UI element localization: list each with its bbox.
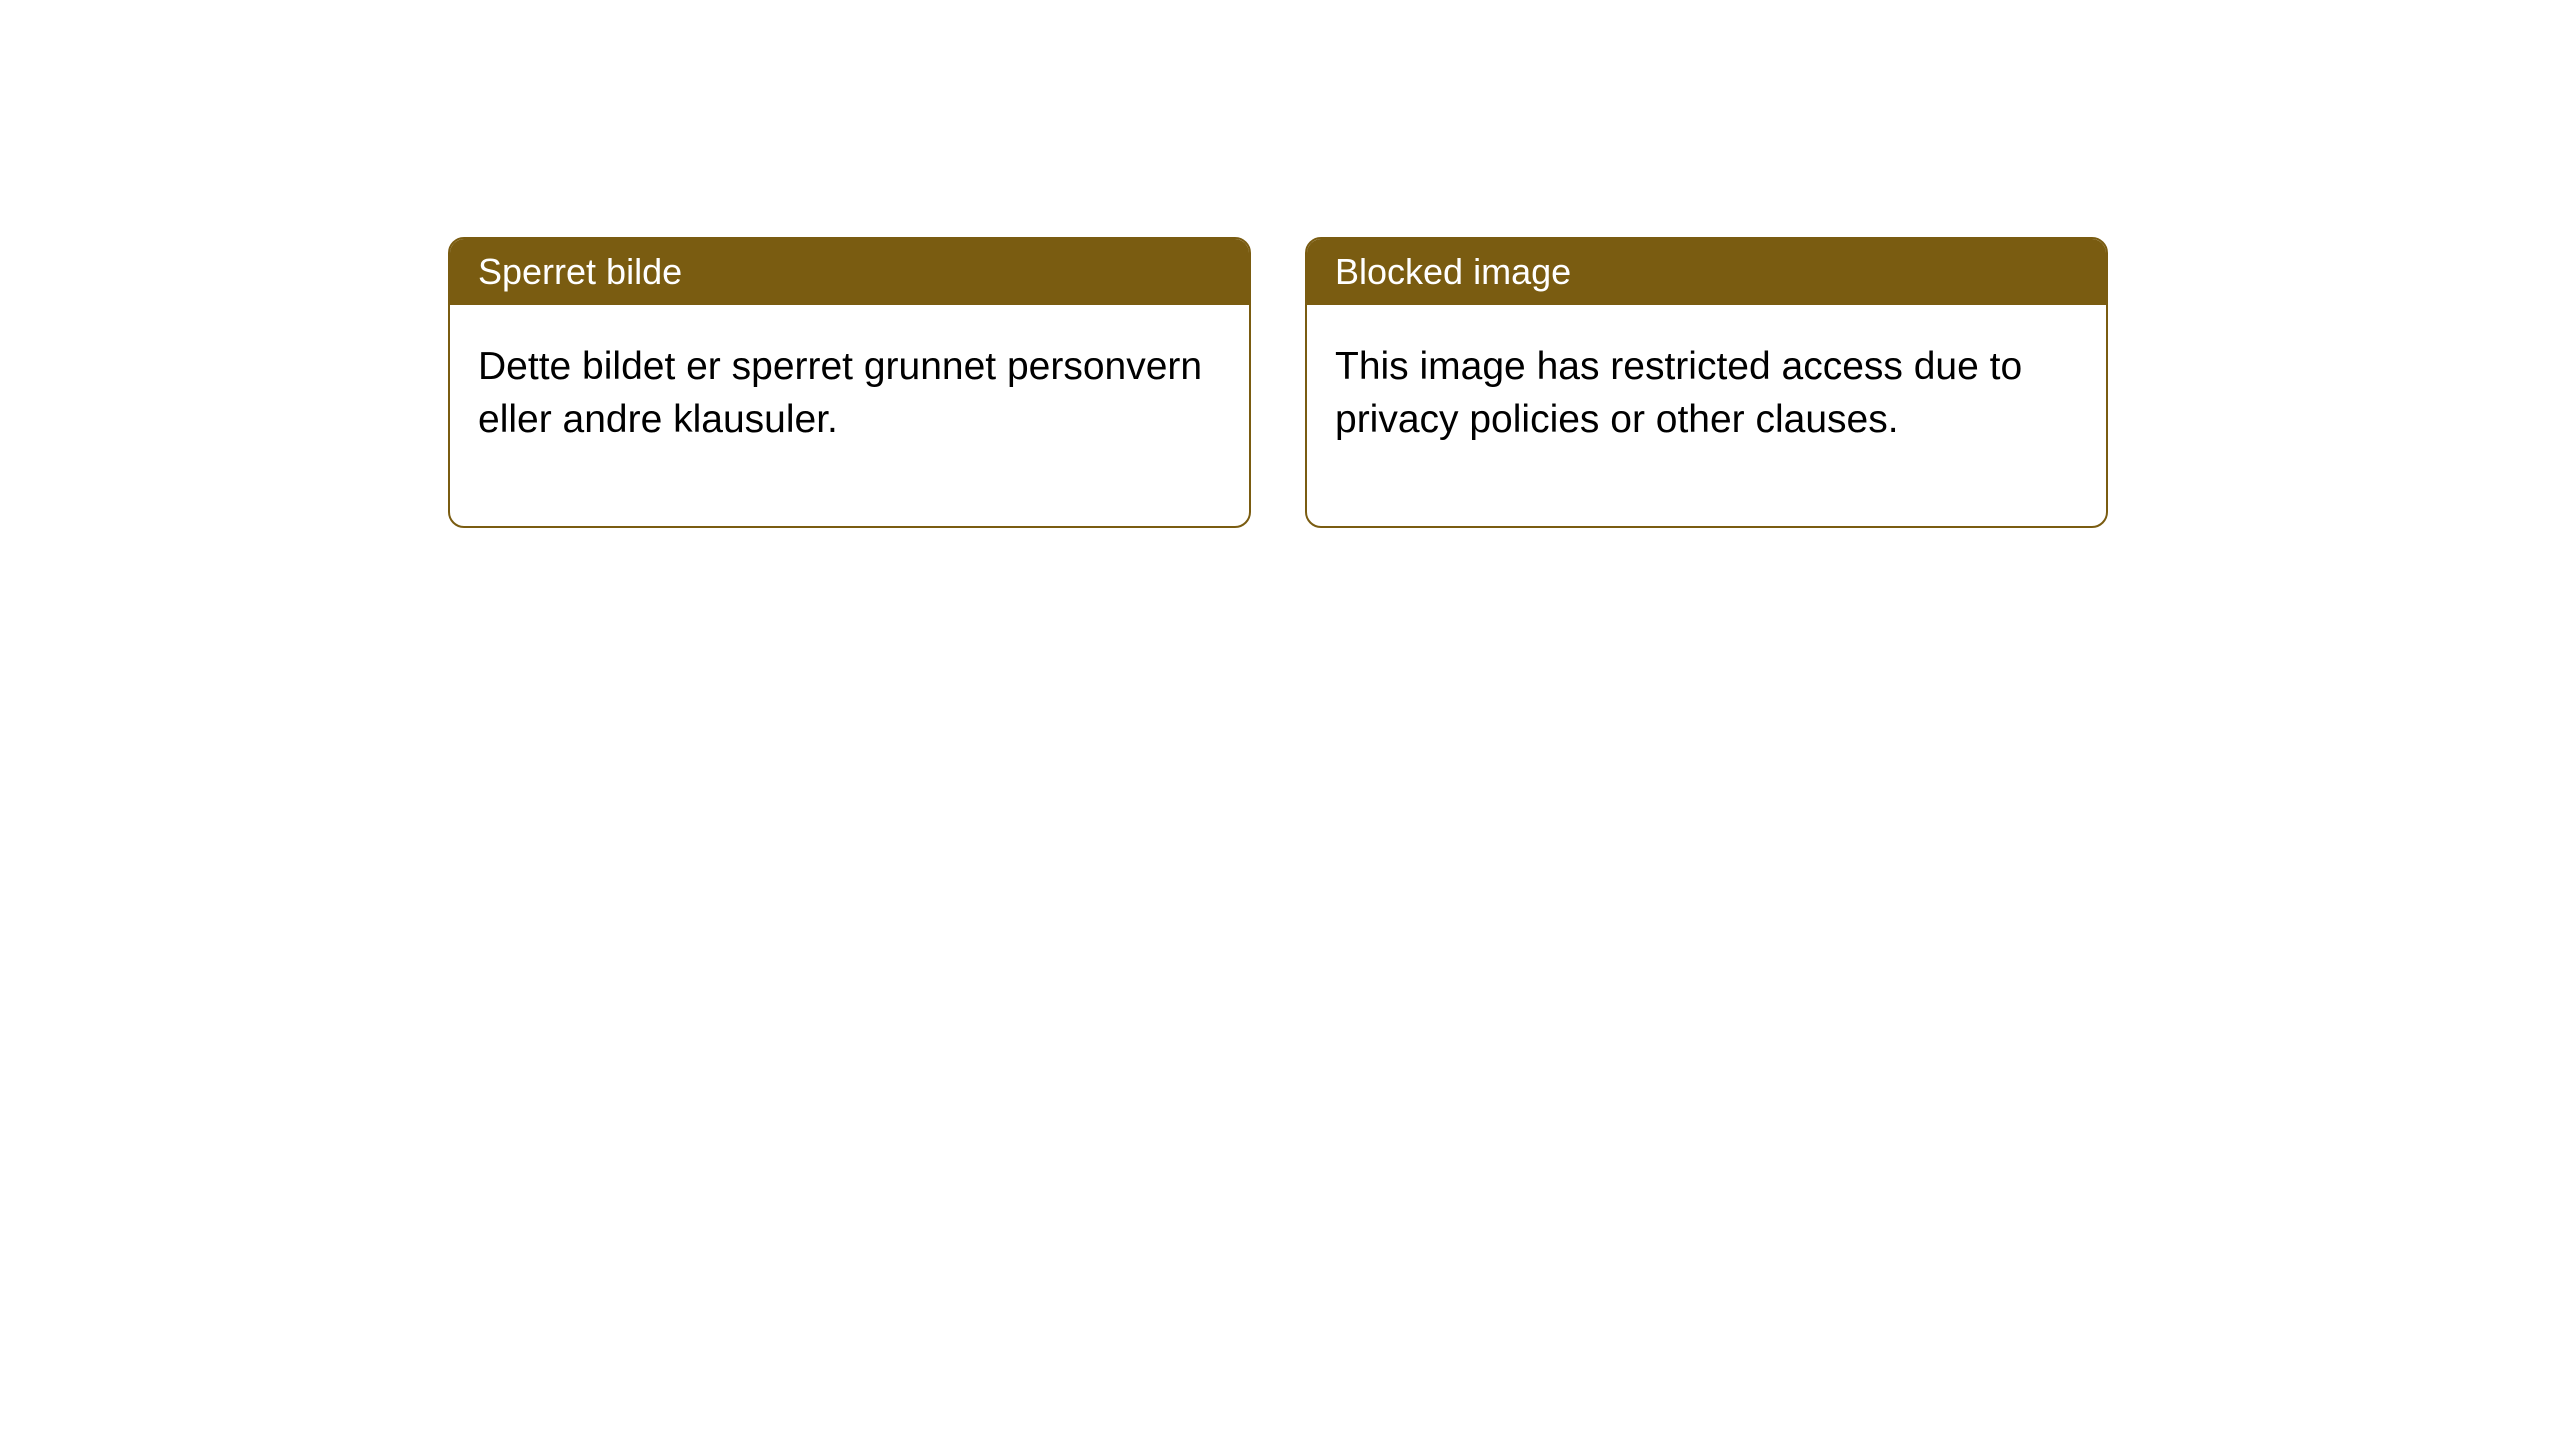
notice-body: Dette bildet er sperret grunnet personve… — [450, 305, 1249, 526]
notice-card-english: Blocked image This image has restricted … — [1305, 237, 2108, 528]
notice-title: Sperret bilde — [478, 251, 682, 292]
notice-message: This image has restricted access due to … — [1335, 345, 2022, 441]
notice-message: Dette bildet er sperret grunnet personve… — [478, 345, 1202, 441]
notice-body: This image has restricted access due to … — [1307, 305, 2106, 526]
notice-header: Blocked image — [1307, 239, 2106, 305]
notice-title: Blocked image — [1335, 251, 1571, 292]
notice-card-norwegian: Sperret bilde Dette bildet er sperret gr… — [448, 237, 1251, 528]
notice-container: Sperret bilde Dette bildet er sperret gr… — [448, 237, 2108, 528]
notice-header: Sperret bilde — [450, 239, 1249, 305]
